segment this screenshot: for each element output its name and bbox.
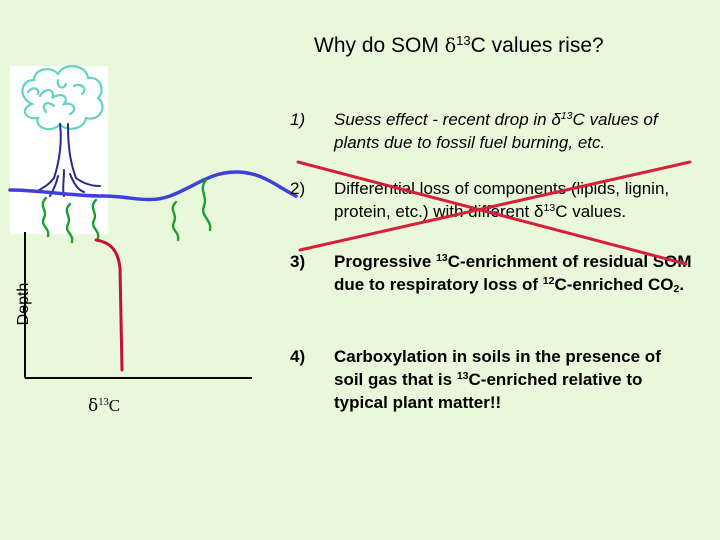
soil-profile-illustration [8,65,298,379]
list-item-number: 1) [290,110,306,129]
title-superscript: 13 [456,32,471,48]
slide-title: Why do SOM δ13C values rise? [314,34,604,58]
axis-suffix: C [108,396,121,415]
axis-delta-symbol: δ [88,396,99,416]
list-item-number: 3) [290,252,306,271]
title-prefix: Why do SOM [314,34,445,57]
roots [41,178,212,244]
list-item-text: Carboxylation in soils in the presence o… [334,347,661,412]
list-item-text: Progressive 13C-enrichment of residual S… [334,252,692,296]
soil-profile-diagram: Depth δ13C [0,0,300,440]
list-item-number: 2) [290,179,306,198]
depth-axis-label: Depth [15,282,32,326]
axis-superscript: 13 [98,397,109,409]
list-item-text: Suess effect - recent drop in δ13C value… [334,110,658,152]
hill-surface [8,170,298,202]
tree-canopy [21,65,104,131]
d13c-axis-label: δ13C [88,396,120,416]
list-item-number: 4) [290,347,306,366]
title-delta-symbol: δ [444,35,457,57]
title-suffix: C values rise? [470,34,604,57]
list-item-text: Differential loss of components (lipids,… [334,179,670,221]
d13c-depth-profile-curve [94,238,124,372]
